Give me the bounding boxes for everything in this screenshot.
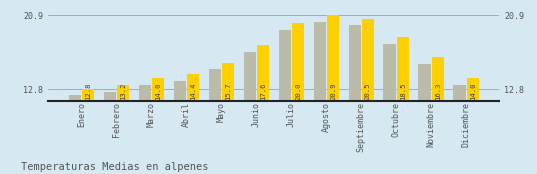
Text: 20.0: 20.0 [295, 82, 301, 100]
Text: Temperaturas Medias en alpenes: Temperaturas Medias en alpenes [21, 162, 209, 172]
Text: 15.7: 15.7 [225, 82, 231, 100]
Text: 14.0: 14.0 [470, 82, 476, 100]
Text: 18.5: 18.5 [400, 82, 406, 100]
Bar [362, 19, 374, 101]
Bar [117, 85, 129, 101]
Bar [327, 15, 339, 101]
Bar [418, 64, 431, 101]
Bar [69, 96, 81, 101]
Bar [104, 92, 116, 101]
Bar [383, 44, 396, 101]
Bar [279, 30, 291, 101]
Bar [314, 22, 326, 101]
Text: 17.6: 17.6 [260, 82, 266, 100]
Bar [397, 37, 409, 101]
Bar [432, 57, 444, 101]
Bar [139, 85, 151, 101]
Text: 20.5: 20.5 [365, 82, 371, 100]
Bar [453, 85, 466, 101]
Bar [209, 69, 221, 101]
Text: 13.2: 13.2 [120, 82, 126, 100]
Bar [187, 74, 199, 101]
Bar [244, 52, 256, 101]
Bar [292, 23, 304, 101]
Bar [257, 45, 269, 101]
Bar [349, 25, 361, 101]
Text: 14.0: 14.0 [155, 82, 161, 100]
Text: 14.4: 14.4 [190, 82, 196, 100]
Bar [152, 78, 164, 101]
Text: 16.3: 16.3 [435, 82, 441, 100]
Text: 20.9: 20.9 [330, 82, 336, 100]
Bar [173, 81, 186, 101]
Bar [82, 89, 95, 101]
Text: 12.8: 12.8 [85, 82, 91, 100]
Bar [467, 78, 479, 101]
Bar [222, 63, 234, 101]
